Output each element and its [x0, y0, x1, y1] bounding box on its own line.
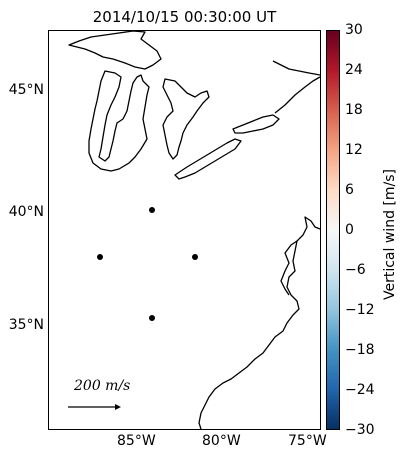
lat-tick-40: 40°N: [8, 204, 44, 220]
colorbar-tick: −6: [345, 262, 366, 278]
station-markers: [97, 207, 198, 321]
map-panel: [48, 30, 321, 430]
lake-superior-outline: [68, 30, 162, 70]
colorbar-tick: −30: [345, 422, 375, 438]
lake-erie-outline: [174, 138, 242, 180]
chesapeake-coastline: [280, 240, 298, 296]
lake-ontario-outline: [232, 114, 280, 134]
plot-title: 2014/10/15 00:30:00 UT: [92, 8, 277, 26]
coastline-map: [68, 30, 321, 430]
station-dot: [97, 254, 103, 260]
colorbar-tick: 18: [345, 102, 363, 118]
station-dot: [149, 315, 155, 321]
lake-huron-outline: [162, 78, 210, 160]
lon-tick-85: 85°W: [117, 433, 156, 449]
scale-arrow-label: 200 m/s: [74, 378, 131, 394]
colorbar-tick: −18: [345, 342, 375, 358]
colorbar-tick: −24: [345, 382, 375, 398]
scale-arrow: [68, 404, 121, 410]
lon-tick-75: 75°W: [288, 433, 327, 449]
colorbar-tick: 30: [345, 22, 363, 38]
colorbar-tick: −12: [345, 302, 375, 318]
colorbar-label: Vertical wind [m/s]: [382, 169, 398, 300]
colorbar-tick: 24: [345, 62, 363, 78]
lon-tick-80: 80°W: [202, 433, 241, 449]
colorbar-tick: 0: [345, 222, 354, 238]
northeast-coastline: [274, 76, 321, 114]
lat-tick-35: 35°N: [8, 317, 44, 333]
station-dot: [192, 254, 198, 260]
lake-michigan-outline: [88, 70, 150, 172]
maine-coastline: [272, 60, 321, 76]
atlantic-coastline: [198, 216, 321, 430]
colorbar: [326, 30, 340, 430]
station-dot: [149, 207, 155, 213]
colorbar-tick: 6: [345, 182, 354, 198]
colorbar-tick: 12: [345, 142, 363, 158]
lat-tick-45: 45°N: [8, 82, 44, 98]
